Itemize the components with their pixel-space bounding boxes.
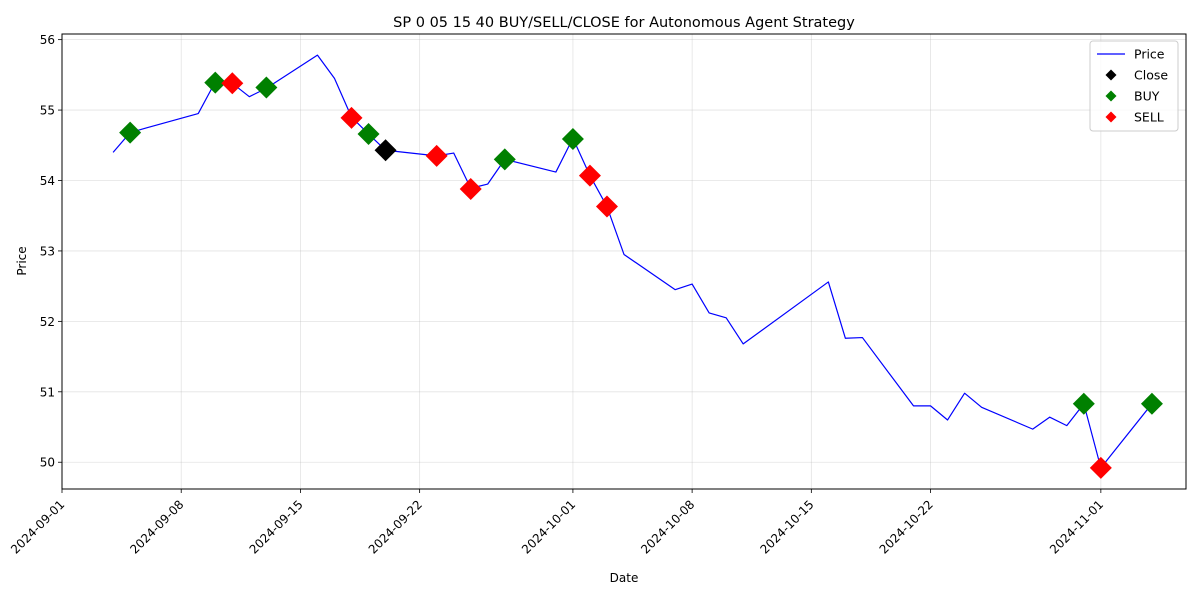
chart-title: SP 0 05 15 40 BUY/SELL/CLOSE for Autonom… <box>393 15 855 31</box>
plot-area <box>62 34 1186 489</box>
buy-marker <box>1072 392 1095 415</box>
sell-marker <box>1089 456 1112 479</box>
y-tick-label: 53 <box>40 244 55 258</box>
x-axis-title: Date <box>610 571 639 585</box>
sell-marker <box>578 164 601 187</box>
sell-marker <box>459 177 482 200</box>
buy-marker <box>357 123 380 146</box>
buy-marker <box>1140 392 1163 415</box>
sell-marker <box>221 72 244 95</box>
buy-marker <box>493 148 516 171</box>
y-tick-label: 52 <box>40 315 55 329</box>
sell-marker <box>425 144 448 167</box>
buy-marker <box>255 76 278 99</box>
legend-price-label: Price <box>1134 47 1165 62</box>
legend-sell-swatch <box>1105 111 1117 123</box>
legend: Price Close BUY SELL <box>1089 40 1179 132</box>
legend-sell-label: SELL <box>1134 110 1164 125</box>
buy-marker <box>561 127 584 150</box>
y-axis: 50 51 52 53 54 55 56 <box>40 33 62 470</box>
legend-buy-label: BUY <box>1134 89 1160 104</box>
sell-marker <box>595 195 618 218</box>
y-tick-label: 54 <box>40 174 55 188</box>
buy-marker <box>204 71 227 94</box>
legend-buy-swatch <box>1105 90 1117 102</box>
sell-marker <box>340 106 363 129</box>
trade-markers <box>119 71 1163 479</box>
y-tick-label: 51 <box>40 385 55 399</box>
plot-frame <box>61 33 1187 490</box>
buy-marker <box>119 121 142 144</box>
legend-close-swatch <box>1105 69 1117 81</box>
y-tick-label: 56 <box>40 33 55 47</box>
legend-close-label: Close <box>1134 68 1168 83</box>
y-tick-label: 50 <box>40 456 55 470</box>
legend-box <box>1089 40 1179 132</box>
y-axis-title: Price <box>15 246 29 275</box>
y-tick-label: 55 <box>40 104 55 118</box>
close-marker <box>374 139 397 162</box>
